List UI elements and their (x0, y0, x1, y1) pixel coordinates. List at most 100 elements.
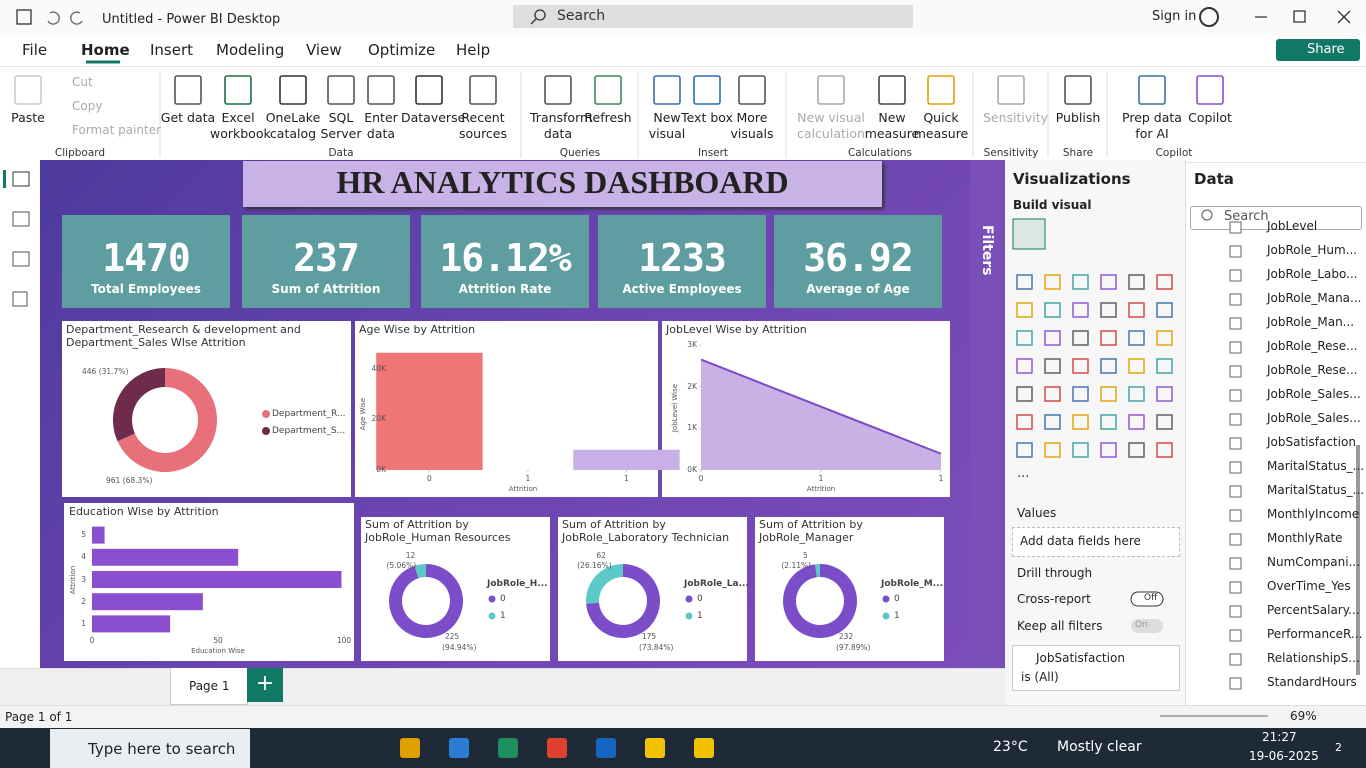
data-field[interactable]: MonthlyRate (1267, 531, 1343, 545)
scrollbar (1356, 445, 1360, 675)
ribbon-icon (997, 75, 1025, 105)
ribbon-button[interactable]: Prep data for AI (1122, 110, 1182, 141)
data-field[interactable]: JobRole_Rese... (1267, 363, 1358, 377)
ribbon-small-button[interactable]: Format painter (72, 123, 162, 137)
ribbon-icon (224, 75, 252, 105)
data-field[interactable]: JobRole_Hum... (1267, 243, 1358, 257)
data-label: (26.16%) (577, 561, 612, 570)
ribbon-button[interactable]: Publish (1055, 110, 1101, 125)
data-field[interactable]: OverTime_Yes (1267, 579, 1351, 593)
y-tick-label: 1K (687, 423, 697, 433)
visual-type-icon (1128, 274, 1145, 290)
ribbon-button[interactable]: Quick measure (913, 110, 969, 141)
ribbon-button[interactable]: Paste (11, 110, 45, 125)
data-field[interactable]: PerformanceR... (1267, 627, 1363, 641)
data-field[interactable]: JobSatisfaction (1267, 435, 1356, 449)
data-field[interactable]: RelationshipS... (1267, 651, 1360, 665)
page-tab-label: Page 1 (189, 679, 230, 693)
ribbon-small-button[interactable]: Copy (72, 99, 103, 113)
data-field[interactable]: MaritalStatus_... (1267, 459, 1365, 473)
filter-card[interactable] (1012, 645, 1180, 691)
legend-marker (882, 595, 890, 603)
data-field[interactable]: MaritalStatus_... (1267, 483, 1365, 497)
search-box[interactable] (513, 5, 913, 28)
menu-tab[interactable]: Home (81, 41, 130, 59)
data-label: 446 (31.7%) (82, 367, 129, 376)
y-tick-label: 2 (81, 596, 86, 606)
data-field[interactable]: NumCompani... (1267, 555, 1361, 569)
legend-marker (488, 595, 496, 603)
checkbox (1229, 365, 1242, 378)
visual-type-icon (1156, 274, 1173, 290)
data-field[interactable]: JobRole_Sales... (1267, 387, 1361, 401)
ribbon-button[interactable]: Excel workbook (210, 110, 271, 141)
menu-tab[interactable]: Modeling (216, 41, 285, 59)
data-field[interactable]: JobLevel (1267, 219, 1318, 233)
data-field[interactable]: PercentSalary... (1267, 603, 1360, 617)
data-search-box[interactable] (1190, 206, 1362, 230)
ribbon-icon (693, 75, 721, 105)
add-page-button[interactable]: + (247, 668, 283, 702)
ribbon-button[interactable]: New visual calculation (797, 110, 865, 141)
ribbon-button[interactable]: Dataverse (401, 110, 466, 125)
visual-type-icon (1100, 358, 1117, 374)
ribbon-button[interactable]: More visuals (730, 110, 774, 141)
data-field[interactable]: JobRole_Rese... (1267, 339, 1358, 353)
data-label: (5.06%) (386, 561, 417, 570)
data-field[interactable]: JobRole_Mana... (1267, 291, 1362, 305)
visual-type-icon (1016, 414, 1033, 430)
ribbon-button[interactable]: SQL Server (320, 110, 362, 141)
legend-label: 1 (894, 611, 900, 621)
share-button[interactable] (1276, 39, 1360, 61)
ribbon-button[interactable]: Transform data (530, 110, 593, 141)
data-field[interactable]: StandardHours (1267, 675, 1357, 689)
data-label: 62 (596, 551, 606, 560)
legend-label: 1 (500, 611, 506, 621)
visual-type-icon (1156, 442, 1173, 458)
data-field[interactable]: JobRole_Sales... (1267, 411, 1361, 425)
checkbox (1229, 413, 1242, 426)
menu-tab[interactable]: Optimize (368, 41, 436, 59)
ribbon-button[interactable]: Text box (681, 110, 733, 125)
donut-slice (389, 563, 464, 638)
menu-tab[interactable]: Help (456, 41, 491, 59)
ribbon-group-label: Queries (559, 147, 601, 159)
taskbar-search[interactable] (50, 729, 250, 768)
checkbox (1229, 509, 1242, 522)
ribbon-button[interactable]: OneLake catalog (265, 110, 321, 141)
data-field[interactable]: MonthlyIncome (1267, 507, 1360, 521)
ribbon-button[interactable]: Get data (160, 110, 216, 125)
visual-type-icon (1100, 302, 1117, 318)
data-label: 232 (838, 632, 854, 641)
visual-type-icon (1044, 358, 1061, 374)
visual-type-icon (1044, 274, 1061, 290)
ribbon-button[interactable]: Copilot (1188, 110, 1232, 125)
ribbon-button[interactable]: New visual (648, 110, 686, 141)
data-field[interactable]: JobRole_Man... (1267, 315, 1355, 329)
ribbon-small-button[interactable]: Cut (72, 75, 93, 89)
visual-type-icon (1100, 442, 1117, 458)
donut-slice (815, 564, 820, 578)
visual-type-icon (1044, 330, 1061, 346)
ribbon-button[interactable]: Sensitivity (983, 110, 1049, 125)
ribbon-button[interactable]: Refresh (584, 110, 632, 125)
legend-title: JobRole_M... (881, 579, 943, 589)
pane-title: Data (1194, 170, 1234, 188)
filters-pane[interactable] (970, 160, 1005, 668)
visual-title: JobLevel Wise by Attrition (666, 323, 807, 336)
checkbox (1229, 341, 1242, 354)
menu-tab[interactable]: Insert (150, 41, 194, 59)
add-field-well[interactable] (1012, 527, 1180, 557)
share-label: Share (1307, 42, 1345, 57)
visual-type-icon (1100, 386, 1117, 402)
status-bar (0, 705, 1366, 729)
visual-type-icon (1044, 414, 1061, 430)
ribbon-button[interactable]: Enter data (364, 110, 398, 141)
menu-tab[interactable]: View (306, 41, 342, 59)
data-field[interactable]: JobRole_Labo... (1267, 267, 1358, 281)
ribbon-button[interactable]: New measure (864, 110, 920, 141)
menu-tab[interactable]: File (22, 41, 48, 59)
kpi-value: 16.12% (439, 236, 571, 280)
y-tick-label: 40K (371, 363, 386, 373)
ribbon-button[interactable]: Recent sources (458, 110, 508, 141)
